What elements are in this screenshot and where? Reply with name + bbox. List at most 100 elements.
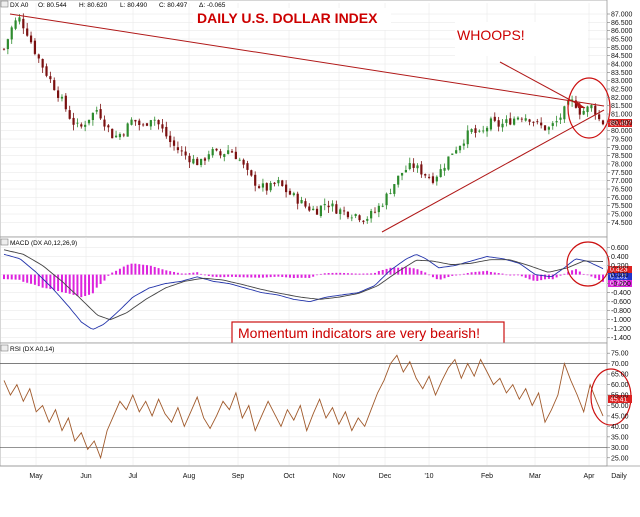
macd-histogram-bar — [366, 273, 369, 275]
candle-body — [497, 120, 500, 127]
candle-body — [458, 145, 462, 151]
macd-histogram-bar — [126, 264, 129, 275]
candle-body — [49, 76, 52, 80]
macd-histogram-bar — [555, 274, 558, 278]
candle-body — [594, 105, 597, 115]
candle-body — [2, 48, 6, 50]
macd-histogram-bar — [439, 274, 442, 280]
candle-body — [373, 211, 377, 213]
candle-body — [400, 172, 404, 176]
macd-histogram-bar — [192, 272, 195, 275]
title-box — [193, 8, 391, 30]
price-tick-label: 79.000 — [611, 145, 633, 152]
macd-histogram-bar — [173, 271, 176, 275]
candle-body — [199, 158, 203, 166]
candle-body — [389, 193, 392, 194]
macd-histogram-bar — [443, 274, 446, 279]
macd-histogram-bar — [223, 274, 226, 278]
macd-tag-1 — [608, 266, 632, 273]
candle-body — [161, 124, 164, 129]
candle-body — [250, 170, 253, 176]
macd-histogram-bar — [300, 274, 303, 278]
macd-histogram-bar — [489, 271, 492, 275]
macd-histogram-bar — [486, 270, 489, 275]
candle-body — [230, 151, 234, 153]
candle-body — [188, 155, 191, 163]
macd-histogram-bar — [138, 264, 141, 275]
candle-body — [227, 150, 230, 154]
macd-histogram-bar — [520, 274, 523, 277]
macd-histogram-bar — [598, 274, 601, 280]
candle-body — [489, 118, 493, 130]
macd-histogram-bar — [99, 274, 102, 285]
macd-histogram-bar — [304, 274, 307, 278]
candle-body — [107, 125, 110, 128]
candle-body — [169, 135, 172, 143]
header-close: C: 80.497 — [159, 2, 188, 9]
candle-body — [466, 130, 469, 145]
price-tick-label: 82.000 — [611, 95, 633, 102]
macd-histogram-bar — [145, 265, 148, 275]
candle-body — [578, 106, 581, 115]
candle-body — [111, 128, 114, 139]
candle-body — [184, 151, 187, 156]
macd-histogram-bar — [107, 274, 110, 276]
candle-body — [397, 175, 400, 185]
rsi-tick-label: 55.00 — [611, 393, 629, 400]
price-tick-label: 79.500 — [611, 137, 633, 144]
macd-histogram-bar — [354, 273, 357, 275]
macd-histogram-bar — [149, 265, 152, 275]
candle-body — [547, 127, 550, 130]
macd-histogram-bar — [377, 271, 380, 275]
candle-body — [485, 127, 489, 132]
macd-histogram-bar — [18, 274, 21, 280]
candle-body — [126, 123, 129, 137]
macd-histogram-bar — [122, 266, 125, 275]
price-tick-label: 84.500 — [611, 53, 633, 60]
macd-histogram-bar — [258, 274, 261, 278]
macd-histogram-bar — [10, 274, 13, 280]
macd-histogram-bar — [497, 273, 500, 275]
macd-histogram-bar — [91, 274, 94, 294]
macd-histogram-bar — [563, 273, 566, 275]
macd-histogram-bar — [339, 272, 342, 275]
macd-histogram-bar — [551, 274, 554, 280]
macd-histogram-bar — [478, 271, 481, 275]
price-tick-label: 85.500 — [611, 37, 633, 44]
candle-body — [331, 203, 334, 207]
candle-body — [323, 204, 326, 206]
candle-body — [242, 159, 245, 165]
macd-histogram-bar — [574, 269, 577, 275]
candle-body — [261, 183, 265, 188]
rsi-tick-label: 25.00 — [611, 455, 629, 462]
candle-body — [234, 151, 237, 160]
candle-body — [33, 40, 37, 54]
candle-body — [516, 117, 520, 120]
macd-histogram-bar — [292, 274, 295, 279]
macd-histogram-bar — [153, 266, 156, 275]
macd-histogram-bar — [408, 267, 411, 275]
macd-histogram-bar — [14, 274, 17, 280]
candle-body — [103, 119, 106, 127]
header-change: Δ: -0.065 — [199, 2, 226, 9]
candle-body — [203, 158, 207, 161]
whoops-label: WHOOPS! — [457, 27, 525, 43]
candle-body — [68, 110, 71, 119]
macd-histogram-bar — [586, 274, 589, 276]
macd-tick-label: -1.000 — [611, 317, 631, 324]
macd-histogram-bar — [165, 270, 168, 275]
x-tick-label: Daily — [611, 473, 627, 480]
price-tick-label: 75.000 — [611, 212, 633, 219]
macd-histogram-bar — [6, 274, 9, 280]
candle-body — [404, 169, 408, 173]
macd-histogram-bar — [250, 274, 253, 278]
candle-body — [215, 148, 218, 151]
macd-circle — [566, 241, 610, 287]
candle-body — [114, 135, 118, 138]
macd-histogram-bar — [350, 273, 353, 275]
macd-histogram-bar — [505, 274, 508, 276]
price-tick-label: 80.500 — [611, 120, 633, 127]
x-axis: May Jun Jul Aug Sep Oct Nov Dec '10 Feb Mar Apr Dail… — [0, 465, 640, 480]
x-tick-label: Aug — [183, 473, 196, 480]
